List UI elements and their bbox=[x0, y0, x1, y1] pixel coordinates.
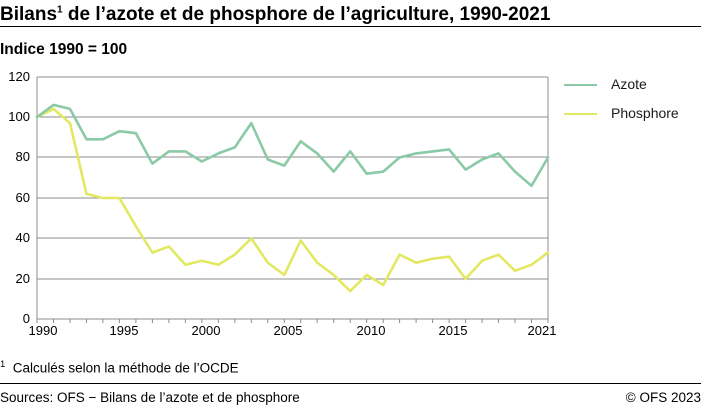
svg-text:2010: 2010 bbox=[357, 323, 386, 338]
svg-text:1995: 1995 bbox=[110, 323, 139, 338]
svg-text:120: 120 bbox=[8, 69, 30, 84]
svg-text:20: 20 bbox=[16, 271, 30, 286]
svg-text:2000: 2000 bbox=[192, 323, 221, 338]
svg-text:40: 40 bbox=[16, 230, 30, 245]
svg-text:1990: 1990 bbox=[29, 323, 58, 338]
svg-text:80: 80 bbox=[16, 149, 30, 164]
svg-text:2021: 2021 bbox=[528, 323, 557, 338]
svg-text:2005: 2005 bbox=[274, 323, 303, 338]
svg-text:60: 60 bbox=[16, 190, 30, 205]
svg-text:2015: 2015 bbox=[439, 323, 468, 338]
svg-text:100: 100 bbox=[8, 109, 30, 124]
